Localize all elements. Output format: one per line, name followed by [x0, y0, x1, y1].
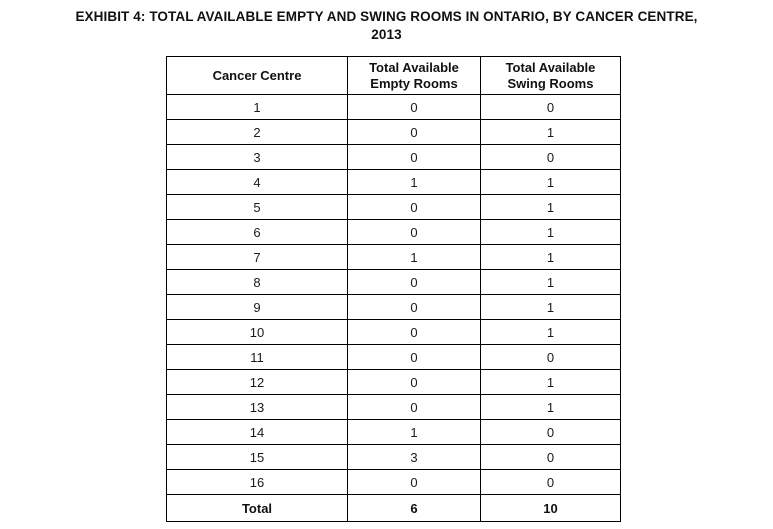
swing-rooms-cell: 0 [480, 469, 621, 496]
table-header-row: Cancer Centre Total Available Empty Room… [166, 56, 621, 96]
swing-rooms-cell: 1 [480, 319, 621, 346]
empty-rooms-cell: 0 [347, 344, 481, 371]
rooms-table: Cancer Centre Total Available Empty Room… [166, 56, 621, 523]
swing-rooms-cell: 1 [480, 169, 621, 196]
empty-rooms-cell: 0 [347, 469, 481, 496]
empty-rooms-cell: 1 [347, 419, 481, 446]
column-header-swing-rooms: Total Available Swing Rooms [480, 56, 621, 96]
empty-rooms-cell: 0 [347, 394, 481, 421]
swing-rooms-cell: 1 [480, 119, 621, 146]
centre-cell: 4 [166, 169, 348, 196]
centre-cell: 13 [166, 394, 348, 421]
empty-rooms-cell: 0 [347, 319, 481, 346]
centre-cell: 11 [166, 344, 348, 371]
empty-rooms-cell: 3 [347, 444, 481, 471]
empty-rooms-cell: 0 [347, 294, 481, 321]
centre-cell: 2 [166, 119, 348, 146]
swing-rooms-cell: 1 [480, 394, 621, 421]
empty-rooms-cell: 0 [347, 94, 481, 121]
centre-cell: 7 [166, 244, 348, 271]
centre-cell: 3 [166, 144, 348, 171]
empty-rooms-cell: 0 [347, 194, 481, 221]
centre-cell: 1 [166, 94, 348, 121]
table-row: 9 0 1 [166, 294, 621, 321]
empty-rooms-cell: 0 [347, 144, 481, 171]
column-header-empty-rooms: Total Available Empty Rooms [347, 56, 481, 96]
exhibit-title-line1: EXHIBIT 4: TOTAL AVAILABLE EMPTY AND SWI… [75, 9, 698, 24]
swing-rooms-cell: 1 [480, 194, 621, 221]
empty-rooms-cell: 1 [347, 169, 481, 196]
swing-rooms-cell: 1 [480, 244, 621, 271]
table-row: 8 0 1 [166, 269, 621, 296]
centre-cell: 14 [166, 419, 348, 446]
empty-rooms-cell: 0 [347, 119, 481, 146]
table-row: 10 0 1 [166, 319, 621, 346]
table-row: 13 0 1 [166, 394, 621, 421]
table-row: 2 0 1 [166, 119, 621, 146]
empty-rooms-cell: 0 [347, 219, 481, 246]
swing-rooms-cell: 1 [480, 219, 621, 246]
centre-cell: 6 [166, 219, 348, 246]
swing-rooms-cell: 0 [480, 344, 621, 371]
swing-rooms-cell: 0 [480, 444, 621, 471]
table-row: 16 0 0 [166, 469, 621, 496]
centre-cell: 12 [166, 369, 348, 396]
centre-cell: 16 [166, 469, 348, 496]
centre-cell: 5 [166, 194, 348, 221]
swing-rooms-cell: 1 [480, 294, 621, 321]
swing-rooms-cell: 0 [480, 144, 621, 171]
table-row: 1 0 0 [166, 94, 621, 121]
page-title: EXHIBIT 4: TOTAL AVAILABLE EMPTY AND SWI… [0, 0, 773, 44]
table-row: 6 0 1 [166, 219, 621, 246]
total-row: Total 6 10 [166, 494, 621, 523]
table-row: 7 1 1 [166, 244, 621, 271]
swing-rooms-cell: 1 [480, 269, 621, 296]
table-row: 14 1 0 [166, 419, 621, 446]
centre-cell: 9 [166, 294, 348, 321]
centre-cell: 15 [166, 444, 348, 471]
swing-rooms-cell: 0 [480, 419, 621, 446]
centre-cell: 8 [166, 269, 348, 296]
total-label-cell: Total [166, 494, 348, 523]
table-row: 11 0 0 [166, 344, 621, 371]
swing-rooms-cell: 1 [480, 369, 621, 396]
exhibit-title-line2: 2013 [371, 27, 402, 43]
empty-rooms-cell: 1 [347, 244, 481, 271]
empty-rooms-cell: 0 [347, 269, 481, 296]
empty-rooms-cell: 0 [347, 369, 481, 396]
total-empty-rooms-cell: 6 [347, 494, 481, 523]
total-swing-rooms-cell: 10 [480, 494, 621, 523]
swing-rooms-cell: 0 [480, 94, 621, 121]
table-row: 4 1 1 [166, 169, 621, 196]
table-row: 15 3 0 [166, 444, 621, 471]
table-row: 5 0 1 [166, 194, 621, 221]
table-row: 3 0 0 [166, 144, 621, 171]
table-row: 12 0 1 [166, 369, 621, 396]
centre-cell: 10 [166, 319, 348, 346]
column-header-cancer-centre: Cancer Centre [166, 56, 348, 96]
